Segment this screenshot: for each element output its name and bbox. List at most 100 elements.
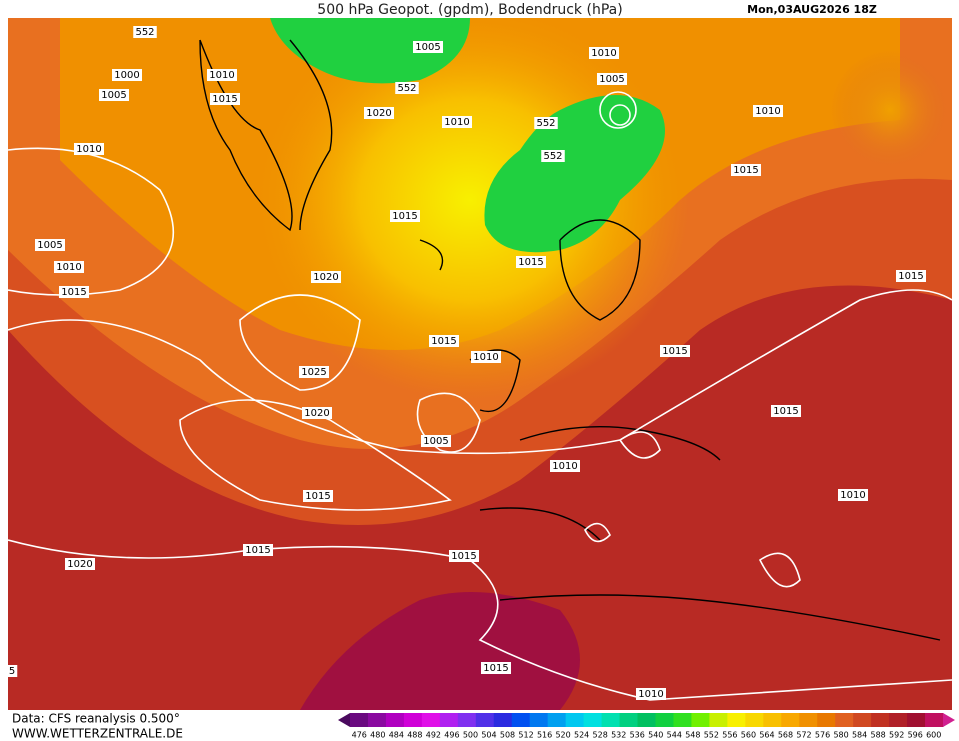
colorbar-swatch bbox=[727, 713, 746, 727]
colorbar-label: 476 bbox=[352, 731, 367, 740]
contour-label: 1005 bbox=[599, 74, 624, 85]
contour-label: 1010 bbox=[444, 117, 469, 128]
contour-label-box bbox=[896, 270, 926, 282]
contour-label-box bbox=[133, 26, 157, 38]
contour-label: 1010 bbox=[840, 490, 865, 501]
colorbar-label: 584 bbox=[852, 731, 867, 740]
contour-label: 1015 bbox=[898, 271, 923, 282]
contour-label-box bbox=[660, 345, 690, 357]
contour-label: 1015 bbox=[431, 336, 456, 347]
colorbar-swatch bbox=[907, 713, 926, 727]
contour-label-box bbox=[449, 550, 479, 562]
contour-label-box bbox=[541, 150, 565, 162]
colorbar-label: 500 bbox=[463, 731, 478, 740]
colorbar-label: 588 bbox=[871, 731, 886, 740]
colorbar-end bbox=[338, 713, 350, 727]
contour-label-box bbox=[364, 107, 394, 119]
colorbar-label: 544 bbox=[667, 731, 682, 740]
colorbar-label: 536 bbox=[630, 731, 645, 740]
contour-label: 5 bbox=[9, 666, 15, 677]
contour-label: 1010 bbox=[76, 144, 101, 155]
contour-label-box bbox=[65, 558, 95, 570]
isobar bbox=[179, 399, 452, 511]
isobar bbox=[8, 289, 952, 455]
colorbar-label: 484 bbox=[389, 731, 404, 740]
contour-label-box bbox=[303, 490, 333, 502]
contour-label: 1010 bbox=[56, 262, 81, 273]
contour-label: 1010 bbox=[473, 352, 498, 363]
colorbar-swatch bbox=[529, 713, 549, 727]
colorbar-swatch bbox=[493, 713, 513, 727]
colorbar-label: 524 bbox=[574, 731, 589, 740]
contour-label-box bbox=[550, 460, 580, 472]
contour-label-box bbox=[59, 286, 89, 298]
colorbar-label: 552 bbox=[704, 731, 719, 740]
contour-label: 1005 bbox=[37, 240, 62, 251]
field-band bbox=[830, 50, 950, 170]
contour-label: 1025 bbox=[301, 367, 326, 378]
data-source: Data: CFS reanalysis 0.500° bbox=[12, 712, 180, 726]
field-band bbox=[270, 18, 470, 84]
colorbar-swatch bbox=[367, 713, 387, 727]
contour-label: 1015 bbox=[733, 165, 758, 176]
colorbar-swatch bbox=[781, 713, 800, 727]
contour-label: 1015 bbox=[61, 287, 86, 298]
coastline bbox=[199, 39, 941, 641]
contour-label-box bbox=[421, 435, 451, 447]
colorbar-label: 580 bbox=[833, 731, 848, 740]
contour-label: 1010 bbox=[552, 461, 577, 472]
colorbar-label: 556 bbox=[722, 731, 737, 740]
contour-label-box bbox=[243, 544, 273, 556]
colorbar-swatch bbox=[709, 713, 728, 727]
contour-label: 1015 bbox=[212, 94, 237, 105]
colorbar-label: 504 bbox=[481, 731, 496, 740]
isobar bbox=[416, 392, 481, 453]
contour-label: 1015 bbox=[773, 406, 798, 417]
contour-label-box bbox=[6, 665, 18, 677]
contour-label-box bbox=[210, 93, 240, 105]
contour-label: 1010 bbox=[638, 689, 663, 700]
colorbar-swatch bbox=[853, 713, 872, 727]
colorbar-swatch bbox=[421, 713, 441, 727]
colorbar-swatch bbox=[511, 713, 531, 727]
colorbar-swatch bbox=[871, 713, 890, 727]
contour-label-box bbox=[207, 69, 237, 81]
contour-label: 1015 bbox=[483, 663, 508, 674]
contour-label-box bbox=[516, 256, 546, 268]
contour-label-box bbox=[597, 73, 627, 85]
contour-label-box bbox=[731, 164, 761, 176]
field-band bbox=[300, 592, 580, 710]
colorbar-swatch bbox=[835, 713, 854, 727]
colorbar-label: 532 bbox=[611, 731, 626, 740]
colorbar-swatch bbox=[691, 713, 710, 727]
contour-label: 1015 bbox=[392, 211, 417, 222]
colorbar-label: 540 bbox=[648, 731, 663, 740]
colorbar-label: 568 bbox=[778, 731, 793, 740]
colorbar-swatch bbox=[547, 713, 567, 727]
colorbar-swatch bbox=[637, 713, 656, 727]
colorbar-swatch bbox=[601, 713, 621, 727]
colorbar-label: 576 bbox=[815, 731, 830, 740]
colorbar-label: 564 bbox=[759, 731, 774, 740]
contour-label: 1015 bbox=[662, 346, 687, 357]
colorbar-label: 520 bbox=[555, 731, 570, 740]
colorbar-swatch bbox=[457, 713, 477, 727]
contour-label-box bbox=[112, 69, 142, 81]
contour-label: 1020 bbox=[366, 108, 391, 119]
map bbox=[8, 18, 952, 710]
map-date: Mon,03AUG2026 18Z bbox=[747, 3, 877, 16]
contour-label-box bbox=[35, 239, 65, 251]
map-title: 500 hPa Geopot. (gpdm), Bodendruck (hPa) bbox=[317, 2, 622, 18]
contour-label-box bbox=[534, 117, 558, 129]
contour-label-box bbox=[771, 405, 801, 417]
colorbar-label: 572 bbox=[796, 731, 811, 740]
colorbar-label: 512 bbox=[518, 731, 533, 740]
site-name: WWW.WETTERZENTRALE.DE bbox=[12, 727, 183, 741]
contour-label-box bbox=[99, 89, 129, 101]
contour-label: 1010 bbox=[755, 106, 780, 117]
contour-label: 552 bbox=[543, 151, 562, 162]
isobar bbox=[239, 294, 361, 391]
contour-label-box bbox=[481, 662, 511, 674]
colorbar-swatch bbox=[655, 713, 674, 727]
